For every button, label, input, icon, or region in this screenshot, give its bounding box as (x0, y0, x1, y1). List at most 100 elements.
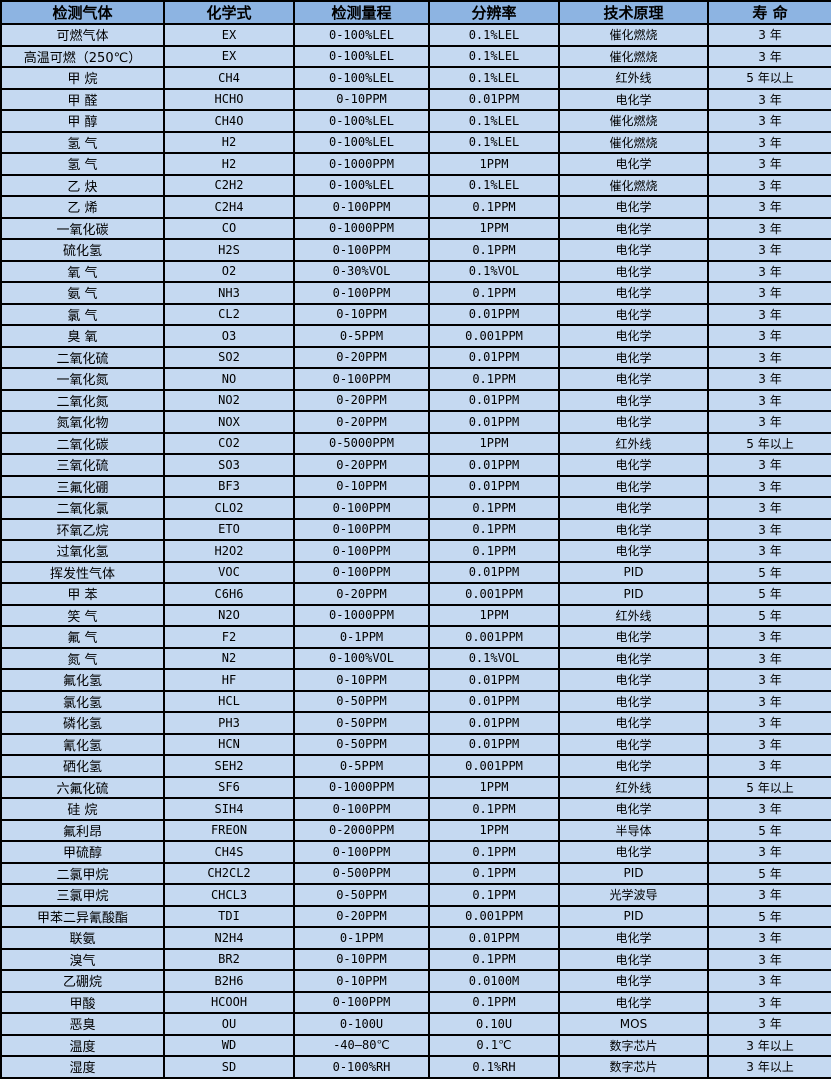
table-row: 笑 气 N2O 0-1000PPM 1PPM 红外线 5 年 (0, 603, 831, 627)
cell-resolution: 0.1PPM (428, 195, 560, 219)
cell-formula: NO (163, 367, 295, 391)
cell-resolution: 0.1%LEL (428, 66, 560, 90)
cell-lifespan: 3 年 (707, 668, 831, 692)
cell-range: 0-100%LEL (293, 173, 430, 197)
cell-resolution: 0.01PPM (428, 474, 560, 498)
cell-range: 0-100%LEL (293, 44, 430, 68)
cell-resolution: 0.1PPM (428, 990, 560, 1014)
cell-formula: SO2 (163, 345, 295, 369)
cell-resolution: 0.1PPM (428, 281, 560, 305)
cell-lifespan: 3 年 (707, 1012, 831, 1036)
cell-formula: H2O2 (163, 539, 295, 563)
table-row: 甲 醇 CH4O 0-100%LEL 0.1%LEL 催化燃烧 3 年 (0, 109, 831, 133)
cell-gas-name: 氮氧化物 (0, 410, 165, 434)
cell-formula: NOX (163, 410, 295, 434)
cell-principle: 光学波导 (558, 883, 709, 907)
cell-formula: F2 (163, 625, 295, 649)
cell-resolution: 1PPM (428, 431, 560, 455)
cell-gas-name: 二氧化氮 (0, 388, 165, 412)
cell-lifespan: 5 年以上 (707, 66, 831, 90)
cell-lifespan: 3 年 (707, 324, 831, 348)
cell-lifespan: 5 年以上 (707, 431, 831, 455)
cell-gas-name: 甲 醛 (0, 87, 165, 111)
cell-principle: 电化学 (558, 238, 709, 262)
cell-lifespan: 3 年 (707, 947, 831, 971)
cell-resolution: 0.01PPM (428, 732, 560, 756)
cell-resolution: 1PPM (428, 818, 560, 842)
table-row: 三氧化硫 SO3 0-20PPM 0.01PPM 电化学 3 年 (0, 453, 831, 477)
cell-resolution: 0.0100M (428, 969, 560, 993)
cell-gas-name: 笑 气 (0, 603, 165, 627)
cell-lifespan: 3 年 (707, 926, 831, 950)
table-row: 联氨 N2H4 0-1PPM 0.01PPM 电化学 3 年 (0, 926, 831, 950)
table-row: 一氧化氮 NO 0-100PPM 0.1PPM 电化学 3 年 (0, 367, 831, 391)
cell-formula: O2 (163, 259, 295, 283)
cell-principle: 电化学 (558, 947, 709, 971)
cell-principle: 催化燃烧 (558, 44, 709, 68)
cell-principle: 电化学 (558, 969, 709, 993)
cell-lifespan: 3 年 (707, 109, 831, 133)
cell-resolution: 0.001PPM (428, 324, 560, 348)
cell-principle: 电化学 (558, 668, 709, 692)
cell-lifespan: 3 年以上 (707, 1055, 831, 1079)
cell-range: 0-100PPM (293, 797, 430, 821)
table-row: 六氟化硫 SF6 0-1000PPM 1PPM 红外线 5 年以上 (0, 775, 831, 799)
table-row: 氰化氢 HCN 0-50PPM 0.01PPM 电化学 3 年 (0, 732, 831, 756)
table-row: 二氧化碳 CO2 0-5000PPM 1PPM 红外线 5 年以上 (0, 431, 831, 455)
cell-formula: TDI (163, 904, 295, 928)
cell-formula: C2H2 (163, 173, 295, 197)
cell-range: 0-50PPM (293, 732, 430, 756)
cell-gas-name: 挥发性气体 (0, 560, 165, 584)
cell-gas-name: 硅 烷 (0, 797, 165, 821)
cell-resolution: 0.001PPM (428, 754, 560, 778)
cell-gas-name: 二氯甲烷 (0, 861, 165, 885)
cell-range: 0-1000PPM (293, 603, 430, 627)
cell-principle: 电化学 (558, 732, 709, 756)
cell-resolution: 0.01PPM (428, 560, 560, 584)
table-row: 乙 炔 C2H2 0-100%LEL 0.1%LEL 催化燃烧 3 年 (0, 173, 831, 197)
cell-lifespan: 5 年 (707, 818, 831, 842)
cell-principle: 电化学 (558, 797, 709, 821)
table-row: 硫化氢 H2S 0-100PPM 0.1PPM 电化学 3 年 (0, 238, 831, 262)
cell-resolution: 0.1%RH (428, 1055, 560, 1079)
cell-resolution: 0.01PPM (428, 410, 560, 434)
cell-gas-name: 三氟化硼 (0, 474, 165, 498)
cell-formula: VOC (163, 560, 295, 584)
cell-lifespan: 3 年 (707, 173, 831, 197)
cell-principle: 电化学 (558, 840, 709, 864)
cell-range: 0-100PPM (293, 367, 430, 391)
cell-principle: 电化学 (558, 625, 709, 649)
cell-lifespan: 3 年 (707, 23, 831, 47)
cell-range: 0-100%LEL (293, 23, 430, 47)
cell-principle: 红外线 (558, 66, 709, 90)
table-row: 二氯甲烷 CH2CL2 0-500PPM 0.1PPM PID 5 年 (0, 861, 831, 885)
cell-formula: N2 (163, 646, 295, 670)
cell-gas-name: 溴气 (0, 947, 165, 971)
table-row: 三氟化硼 BF3 0-10PPM 0.01PPM 电化学 3 年 (0, 474, 831, 498)
cell-formula: BR2 (163, 947, 295, 971)
cell-lifespan: 3 年 (707, 130, 831, 154)
cell-range: 0-100PPM (293, 539, 430, 563)
cell-range: 0-50PPM (293, 883, 430, 907)
cell-gas-name: 氯化氢 (0, 689, 165, 713)
cell-principle: 电化学 (558, 324, 709, 348)
cell-resolution: 0.1PPM (428, 539, 560, 563)
table-row: 氟化氢 HF 0-10PPM 0.01PPM 电化学 3 年 (0, 668, 831, 692)
cell-gas-name: 六氟化硫 (0, 775, 165, 799)
cell-range: 0-10PPM (293, 969, 430, 993)
cell-range: 0-100PPM (293, 990, 430, 1014)
cell-formula: WD (163, 1033, 295, 1057)
cell-lifespan: 3 年 (707, 625, 831, 649)
cell-formula: OU (163, 1012, 295, 1036)
cell-lifespan: 3 年 (707, 539, 831, 563)
cell-gas-name: 湿度 (0, 1055, 165, 1079)
cell-gas-name: 甲 烷 (0, 66, 165, 90)
table-row: 恶臭 OU 0-100U 0.10U MOS 3 年 (0, 1012, 831, 1036)
cell-formula: N2H4 (163, 926, 295, 950)
cell-lifespan: 3 年 (707, 496, 831, 520)
cell-principle: 红外线 (558, 431, 709, 455)
cell-resolution: 0.10U (428, 1012, 560, 1036)
cell-resolution: 0.1%LEL (428, 44, 560, 68)
cell-range: 0-100PPM (293, 496, 430, 520)
